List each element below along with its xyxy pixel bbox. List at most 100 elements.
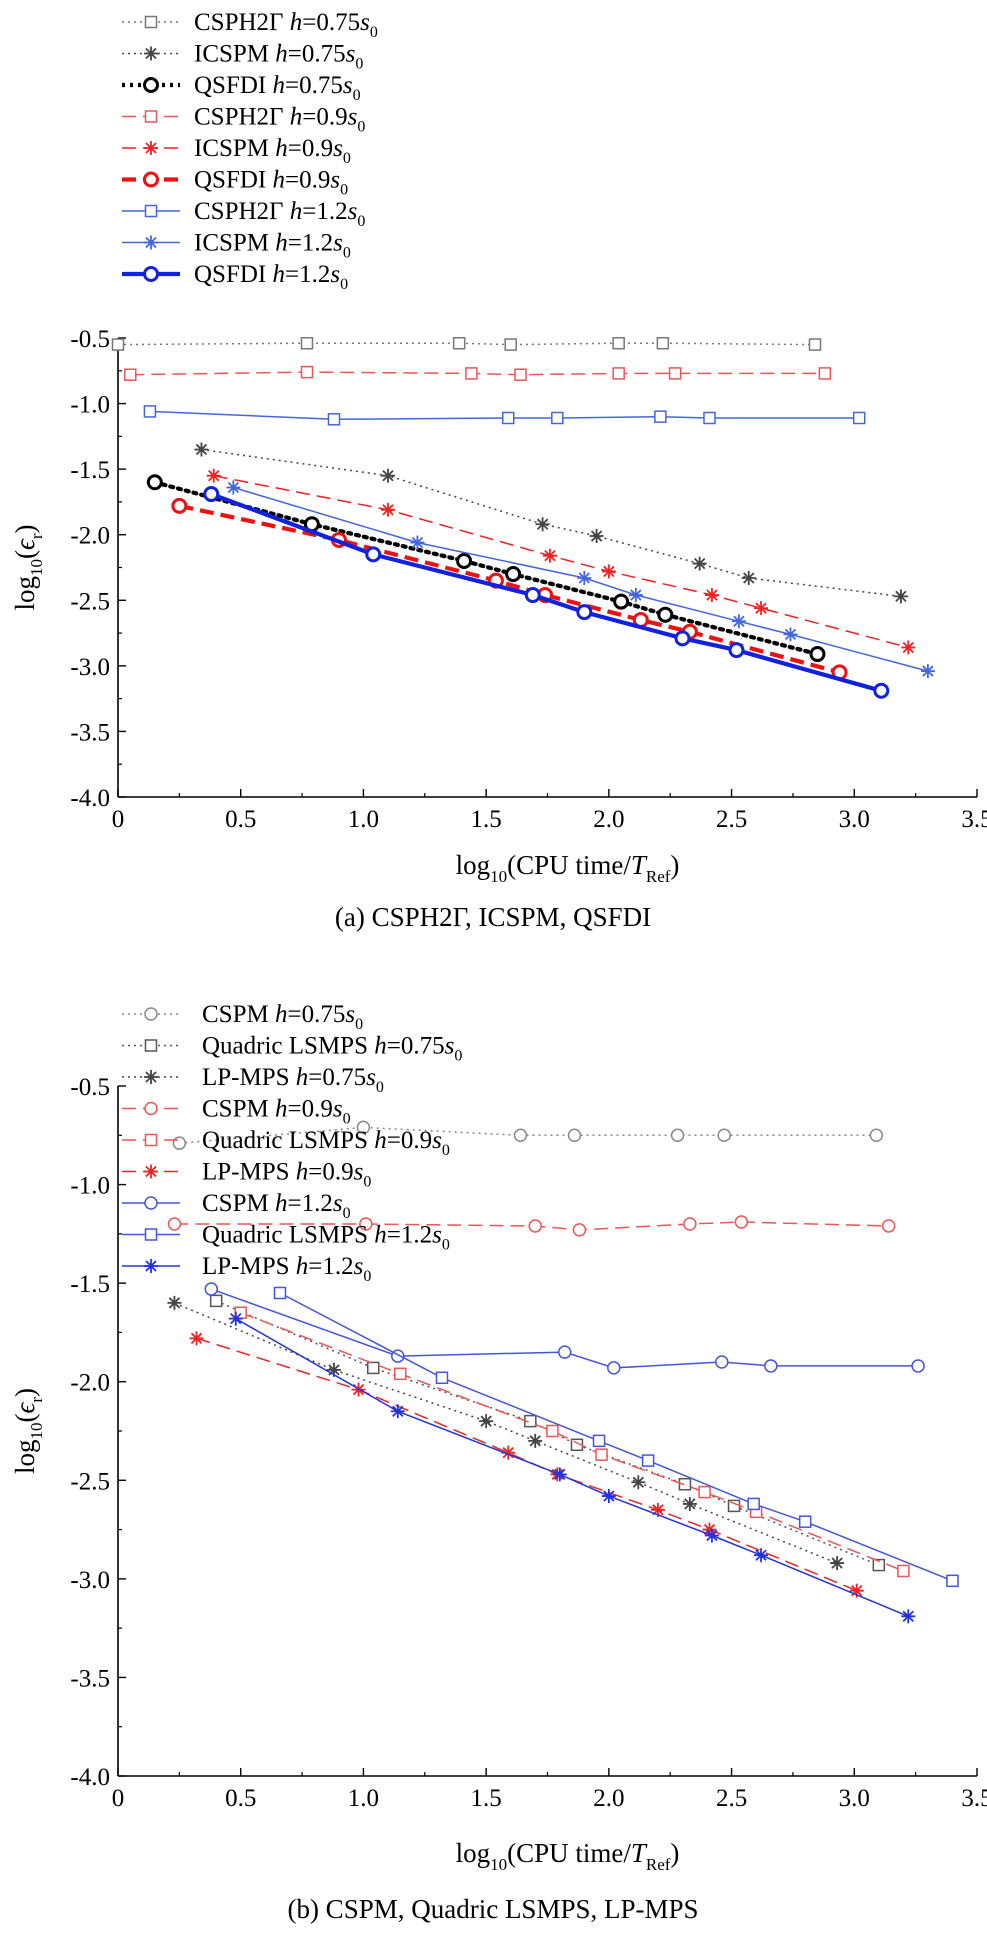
text-part: 0 [357,213,365,230]
text-part: T [631,1838,648,1868]
legend-label: Quadric LSMPS h=0.75s0 [202,1033,462,1065]
text-part: =0.9 [308,1159,353,1186]
legend-label: QSFDI h=0.9s0 [194,167,348,199]
text-part: h [290,104,303,131]
data-point-star [535,517,550,532]
text-part: h [275,1190,288,1217]
data-point-circle [881,1219,896,1233]
series-qsfdi-h0.75 [146,474,826,663]
text-part: ) [10,1388,40,1397]
data-point-star [628,588,643,603]
text-part: h [275,1001,288,1028]
series-line [233,486,929,672]
data-point-square [678,1477,692,1491]
series-quadric-lsmps-h1.2 [273,1286,959,1588]
text-part: 0 [363,1174,371,1191]
x-tick-label: 2.5 [716,806,747,833]
data-point-square [300,365,314,379]
data-point-square [946,1574,959,1588]
series-line [174,1302,838,1564]
data-point-square [872,1558,886,1572]
legend-marker [143,77,159,93]
text-part: ϵ [10,1402,40,1414]
legend-label: ICSPM h=1.2s0 [194,230,351,262]
text-part: 0 [340,182,348,199]
text-part: ICSPM [194,41,275,68]
data-point-circle [715,1355,729,1369]
text-part: CSPM [202,1190,275,1217]
data-point-circle [167,1217,182,1231]
text-part: h [290,9,303,36]
data-point-circle [356,1120,371,1135]
legend-label: CSPM h=1.2s0 [202,1190,351,1222]
text-part: s [333,230,343,257]
data-point-square [612,336,625,350]
x-tick-label: 2.0 [593,1785,624,1812]
data-point-square [641,1454,655,1467]
text-part: 0 [363,1268,371,1285]
x-tick-label: 3.5 [961,1785,987,1812]
series-line [279,1292,953,1582]
series-csph2--h0.9 [124,365,832,381]
data-point-star [830,1556,845,1571]
text-part: (CPU time/ [507,850,631,880]
text-part: 0 [340,276,348,293]
text-part: s [346,41,356,68]
legend-label: LP-MPS h=0.75s0 [202,1064,384,1096]
text-part: s [333,1096,343,1123]
data-point-circle [674,630,691,647]
legend-label: CSPH2Γ h=1.2s0 [194,198,365,230]
text-part: s [345,1001,355,1028]
data-point-circle [657,606,674,623]
data-point-circle [869,1128,884,1143]
data-point-star [650,1502,665,1517]
text-part: log [10,1440,40,1475]
text-part: CSPM [202,1096,275,1123]
data-point-star [380,502,395,517]
data-point-star [601,564,616,579]
x-axis-title: log10(CPU time/TRef) [456,850,680,886]
legend-entry: LP-MPS h=0.75s0 [122,1064,384,1096]
text-part: ( [10,550,40,559]
text-part: QSFDI [194,72,273,99]
x-tick-label: 1.5 [471,806,502,833]
x-tick-label: 1.0 [348,806,379,833]
text-part: 0 [343,1205,351,1222]
data-point-star [479,1414,494,1429]
text-part: s [343,72,353,99]
text-part: s [330,261,340,288]
text-part: s [348,198,358,225]
series-line [117,342,816,346]
text-part: Quadric LSMPS [202,1222,374,1249]
text-part: 0 [343,245,351,262]
data-point-square [747,1497,760,1511]
data-point-star [380,468,395,483]
legend-entry: QSFDI h=0.75s0 [122,72,361,104]
data-point-circle [365,546,382,563]
data-point-square [465,367,478,380]
data-point-star [589,529,604,544]
text-part: 0 [353,87,361,104]
y-tick-label: -2.0 [70,523,110,550]
legend-label: Quadric LSMPS h=0.9s0 [202,1127,450,1159]
y-tick-label: -0.5 [70,1074,110,1101]
data-point-circle [613,593,630,610]
text-part: =0.75 [302,9,360,36]
data-point-square [504,338,517,351]
series-csph2--h1.2 [143,405,866,426]
data-point-circle [683,1217,697,1231]
series-line [213,474,909,649]
data-point-circle [873,682,890,699]
legend-marker [144,1164,158,1179]
y-tick-label: -2.5 [70,1468,110,1495]
data-point-square [514,368,527,381]
text-part: h [296,1253,309,1280]
text-part: 10 [27,1423,46,1440]
caption-a: (a) CSPH2Γ, ICSPM, QSFDI [335,902,651,932]
text-part: 0 [370,24,378,41]
x-tick-label: 3.0 [839,806,870,833]
text-part: 10 [490,1855,507,1874]
y-tick-label: -1.0 [70,1173,110,1200]
text-part: =0.75 [287,1001,345,1028]
